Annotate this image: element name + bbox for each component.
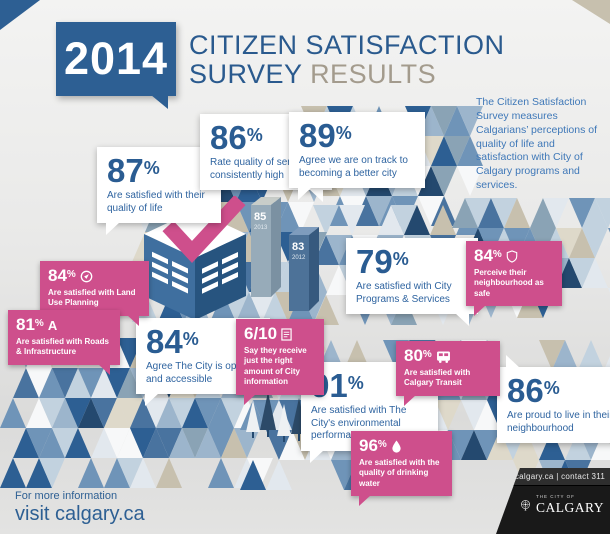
intro-paragraph: The Citizen Satisfaction Survey measures… [476, 96, 606, 193]
stat-drinking-water: 96% Are satisfied with the quality of dr… [351, 431, 452, 496]
calgary-crest-icon [520, 492, 531, 518]
road-icon: A [48, 319, 57, 332]
compass-arrow-icon [80, 270, 93, 283]
infographic-canvas: 85 2013 83 2012 2014 CITIZEN SATISFACTIO… [0, 0, 610, 534]
title-results: RESULTS [310, 59, 436, 89]
water-drop-icon [391, 440, 402, 453]
stat-label: Are satisfied with City Programs & Servi… [356, 281, 468, 306]
stat-proud-neighbourhood: 86% Are proud to live in their neighbour… [497, 367, 610, 443]
year-label: 2014 [64, 33, 168, 85]
stat-calgary-transit: 80% Are satisfied with Calgary Transit [396, 341, 500, 396]
stat-label: Are satisfied with Roads & Infrastructur… [16, 337, 112, 358]
more-info-block: For more information visit calgary.ca [15, 490, 145, 526]
stat-label: Say they receive just the right amount o… [244, 346, 316, 388]
stat-better-city: 89% Agree we are on track to becoming a … [289, 112, 425, 188]
stat-label: Are proud to live in their neighbourhood [507, 410, 610, 435]
year-banner: 2014 [56, 22, 176, 96]
bus-icon [436, 351, 451, 363]
stat-label: Agree we are on track to becoming a bett… [299, 155, 415, 180]
stat-programs-services: 79% Are satisfied with City Programs & S… [346, 238, 478, 314]
title-line1: CITIZEN SATISFACTION [189, 31, 505, 60]
stat-roads-infrastructure: 81% A Are satisfied with Roads & Infrast… [8, 310, 120, 365]
tower-2013-year: 2013 [254, 225, 268, 231]
logo-calgary: CALGARY [536, 500, 604, 516]
tower-2012-year: 2012 [292, 255, 306, 261]
document-icon [281, 328, 292, 341]
visit-calgary-link: visit calgary.ca [15, 503, 145, 526]
stat-safe-neighbourhood: 84% Perceive their neighbourhood as safe [466, 241, 562, 306]
stat-label: Are satisfied with Land Use Planning [48, 288, 141, 309]
stat-label: Perceive their neighbourhood as safe [474, 268, 554, 299]
tower-2013-value: 85 [254, 211, 266, 223]
stat-label: Are satisfied with Calgary Transit [404, 368, 492, 389]
shield-icon [506, 250, 518, 263]
tower-2012-value: 83 [292, 241, 304, 253]
year-comparison-towers: 85 2013 83 2012 [243, 183, 329, 315]
stat-city-information: 6/10 Say they receive just the right amo… [236, 319, 324, 395]
more-info-line: For more information [15, 490, 145, 502]
stat-land-use-planning: 84% Are satisfied with Land Use Planning [40, 261, 149, 316]
logo-the-city-of: THE CITY OF [536, 494, 604, 499]
stat-label: Are satisfied with the quality of drinki… [359, 458, 444, 489]
title-line2: SURVEY RESULTS [189, 60, 505, 89]
stat-label: Are satisfied with their quality of life [107, 190, 211, 215]
page-title: CITIZEN SATISFACTION SURVEY RESULTS [189, 31, 505, 89]
